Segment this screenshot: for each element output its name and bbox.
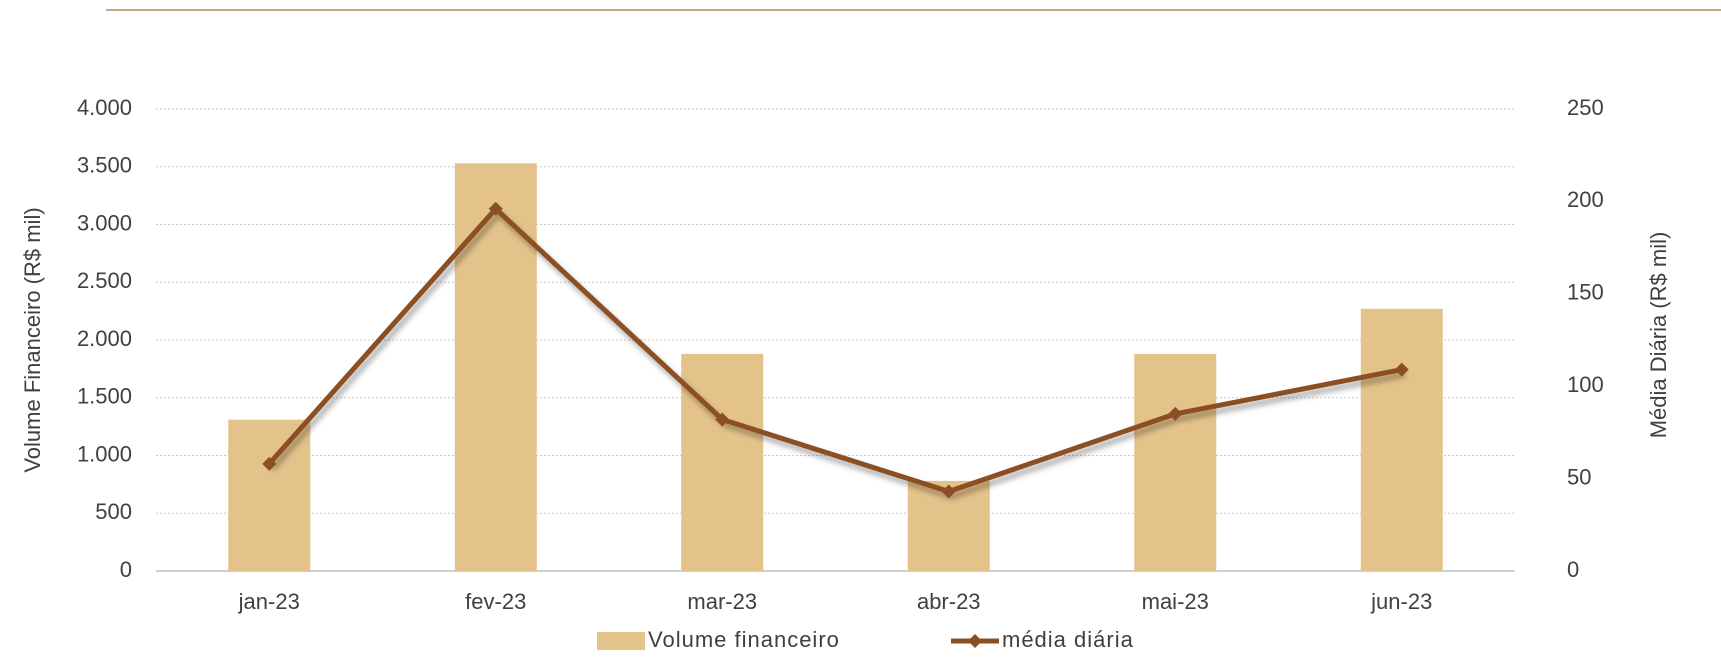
line-marker — [488, 201, 503, 216]
y-tick-label: 3.000 — [77, 210, 132, 235]
y2-tick-label: 150 — [1567, 280, 1604, 305]
line-marker — [1168, 406, 1183, 421]
legend-marker — [968, 634, 982, 648]
x-tick-label: fev-23 — [465, 589, 526, 614]
y-tick-label: 500 — [95, 499, 132, 524]
y-tick-label: 3.500 — [77, 153, 132, 178]
bar — [228, 419, 311, 571]
legend-swatch — [597, 632, 645, 650]
y-tick-label: 2.000 — [77, 326, 132, 351]
x-tick-label: abr-23 — [917, 589, 981, 614]
x-tick-label: mai-23 — [1142, 589, 1209, 614]
x-tick-label: jun-23 — [1370, 589, 1432, 614]
y2-tick-label: 250 — [1567, 95, 1604, 120]
x-tick-label: jan-23 — [238, 589, 300, 614]
bar — [454, 163, 537, 571]
y-tick-label: 2.500 — [77, 268, 132, 293]
y-axis-title: Volume Financeiro (R$ mil) — [20, 207, 45, 472]
bar — [1134, 353, 1217, 571]
y-tick-label: 1.000 — [77, 441, 132, 466]
y-tick-label: 0 — [120, 557, 132, 582]
y2-tick-label: 100 — [1567, 372, 1604, 397]
line-marker — [1394, 362, 1409, 377]
legend-label: Volume financeiro — [648, 627, 840, 652]
y-tick-label: 4.000 — [77, 95, 132, 120]
x-tick-label: mar-23 — [687, 589, 757, 614]
y2-tick-label: 0 — [1567, 557, 1579, 582]
line-marker — [262, 456, 277, 471]
legend-label: média diária — [1002, 627, 1134, 652]
bar — [1360, 308, 1443, 571]
bar — [681, 353, 764, 571]
line-marker — [941, 484, 956, 499]
line-marker — [715, 412, 730, 427]
y2-axis-title: Média Diária (R$ mil) — [1646, 232, 1671, 439]
line — [267, 206, 1403, 495]
y-tick-label: 1.500 — [77, 384, 132, 409]
y2-tick-label: 50 — [1567, 464, 1591, 489]
y2-tick-label: 200 — [1567, 187, 1604, 212]
